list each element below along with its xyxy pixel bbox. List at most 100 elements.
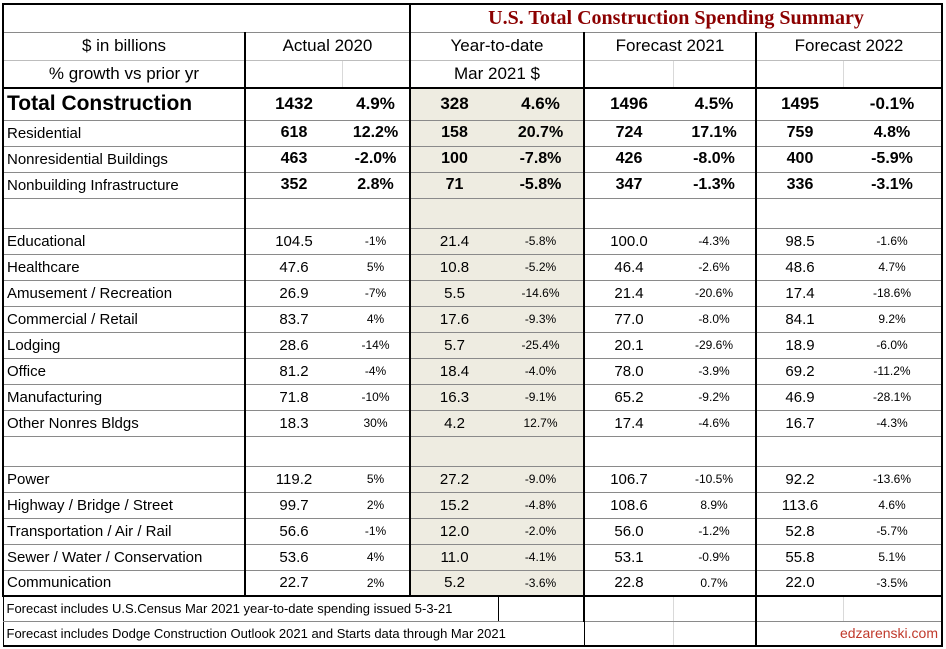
value-cell: 328 [410, 88, 498, 121]
table-row: Residential 618 12.2% 158 20.7% 724 17.1% 759 4.… [2, 120, 943, 147]
value-cell [756, 198, 843, 229]
value-cell: 47.6 [245, 254, 342, 281]
table-row: Sewer / Water / Conservation 53.6 4% 11.0 -4… [2, 544, 943, 571]
percent-cell: -5.2% [498, 254, 585, 281]
value-cell: 1496 [584, 88, 673, 121]
percent-cell: -1.3% [673, 172, 757, 199]
table-row: Commercial / Retail 83.7 4% 17.6 -9.3% 77.0 -8… [2, 306, 943, 333]
percent-cell: 2% [342, 570, 411, 597]
value-cell: 18.9 [756, 332, 843, 359]
empty-subheader-cell [843, 60, 943, 89]
col-header-actual-2020: Actual 2020 [245, 32, 411, 61]
value-cell: 5.7 [410, 332, 498, 359]
percent-cell [673, 436, 757, 467]
value-cell: 104.5 [245, 228, 342, 255]
value-cell [756, 436, 843, 467]
spacer-row [2, 198, 943, 229]
percent-cell: 4.6% [843, 492, 943, 519]
row-label-cell [2, 436, 246, 467]
value-cell: 92.2 [756, 466, 843, 493]
table-row: Communication 22.7 2% 5.2 -3.6% 22.8 0.7% 22.0-… [2, 570, 943, 597]
percent-cell: 4% [342, 544, 411, 571]
value-cell: 16.7 [756, 410, 843, 437]
percent-cell [342, 436, 411, 467]
value-cell: 28.6 [245, 332, 342, 359]
value-cell: 77.0 [584, 306, 673, 333]
units-header: $ in billions [2, 32, 246, 61]
spending-table: U.S. Total Construction Spending Summary… [2, 3, 943, 647]
value-cell: 336 [756, 172, 843, 199]
value-cell: 48.6 [756, 254, 843, 281]
percent-cell: 4.9% [342, 88, 411, 121]
percent-cell: -8.0% [673, 146, 757, 173]
percent-cell: -1% [342, 228, 411, 255]
value-cell: 22.0 [756, 570, 843, 597]
percent-cell: -4.8% [498, 492, 585, 519]
empty-footer-cell [843, 595, 943, 622]
percent-cell: -4.0% [498, 358, 585, 385]
value-cell: 426 [584, 146, 673, 173]
empty-footer-cell [673, 621, 757, 647]
row-label-cell: Power [2, 466, 246, 493]
percent-cell: -3.6% [498, 570, 585, 597]
value-cell: 69.2 [756, 358, 843, 385]
credit-link[interactable]: edzarenski.com [756, 621, 943, 647]
table-row: Nonbuilding Infrastructure 352 2.8% 71 -5.8%… [2, 172, 943, 199]
percent-cell: -6.0% [843, 332, 943, 359]
table-row: Educational 104.5 -1% 21.4 -5.8% 100.0 -4.3% 98… [2, 228, 943, 255]
sub-header-row: % growth vs prior yr Mar 2021 $ [2, 60, 943, 89]
empty-footer-cell [756, 595, 844, 622]
column-group-header-row: $ in billions Actual 2020 Year-to-date F… [2, 32, 943, 61]
value-cell: 17.4 [584, 410, 673, 437]
value-cell: 17.6 [410, 306, 498, 333]
table-row: Highway / Bridge / Street 99.7 2% 15.2 -4.8%… [2, 492, 943, 519]
percent-cell: -1.6% [843, 228, 943, 255]
row-label-cell: Other Nonres Bldgs [2, 410, 246, 437]
row-label-cell: Nonbuilding Infrastructure [2, 172, 246, 199]
empty-subheader-cell [584, 60, 674, 89]
value-cell [410, 198, 498, 229]
value-cell: 27.2 [410, 466, 498, 493]
percent-cell: 5% [342, 466, 411, 493]
value-cell: 352 [245, 172, 342, 199]
percent-cell: 20.7% [498, 120, 585, 147]
value-cell: 56.6 [245, 518, 342, 545]
percent-cell: 4.7% [843, 254, 943, 281]
table-row: Healthcare 47.6 5% 10.8 -5.2% 46.4 -2.6% 48.6 4.… [2, 254, 943, 281]
row-label-cell: Amusement / Recreation [2, 280, 246, 307]
percent-cell: -1.2% [673, 518, 757, 545]
percent-cell [843, 436, 943, 467]
value-cell: 5.5 [410, 280, 498, 307]
table-row: Other Nonres Bldgs 18.3 30% 4.2 12.7% 17.4 -4.… [2, 410, 943, 437]
row-label-cell: Nonresidential Buildings [2, 146, 246, 173]
value-cell: 56.0 [584, 518, 673, 545]
percent-cell [498, 436, 585, 467]
row-label-cell: Residential [2, 120, 246, 147]
empty-footer-cell [673, 595, 757, 622]
value-cell: 65.2 [584, 384, 673, 411]
row-label-cell: Highway / Bridge / Street [2, 492, 246, 519]
value-cell: 11.0 [410, 544, 498, 571]
row-label-cell: Transportation / Air / Rail [2, 518, 246, 545]
table-row: Total Construction 1432 4.9% 328 4.6% 1496 4.5… [2, 88, 943, 121]
value-cell: 22.8 [584, 570, 673, 597]
row-label-cell: Total Construction [2, 88, 246, 121]
percent-cell: 9.2% [843, 306, 943, 333]
table-row: Transportation / Air / Rail 56.6 -1% 12.0 -2… [2, 518, 943, 545]
value-cell: 99.7 [245, 492, 342, 519]
growth-header: % growth vs prior yr [2, 60, 246, 89]
table-row: Amusement / Recreation 26.9 -7% 5.5 -14.6% 21… [2, 280, 943, 307]
value-cell: 18.4 [410, 358, 498, 385]
empty-footer-cell [498, 595, 585, 622]
percent-cell: -7% [342, 280, 411, 307]
table-title: U.S. Total Construction Spending Summary [409, 3, 943, 33]
footnote-dodge: Forecast includes Dodge Construction Out… [2, 620, 585, 647]
value-cell: 98.5 [756, 228, 843, 255]
percent-cell: 12.7% [498, 410, 585, 437]
percent-cell: -5.9% [843, 146, 943, 173]
value-cell: 20.1 [584, 332, 673, 359]
row-label-cell: Sewer / Water / Conservation [2, 544, 246, 571]
percent-cell [843, 198, 943, 229]
value-cell: 53.6 [245, 544, 342, 571]
percent-cell: 5.1% [843, 544, 943, 571]
